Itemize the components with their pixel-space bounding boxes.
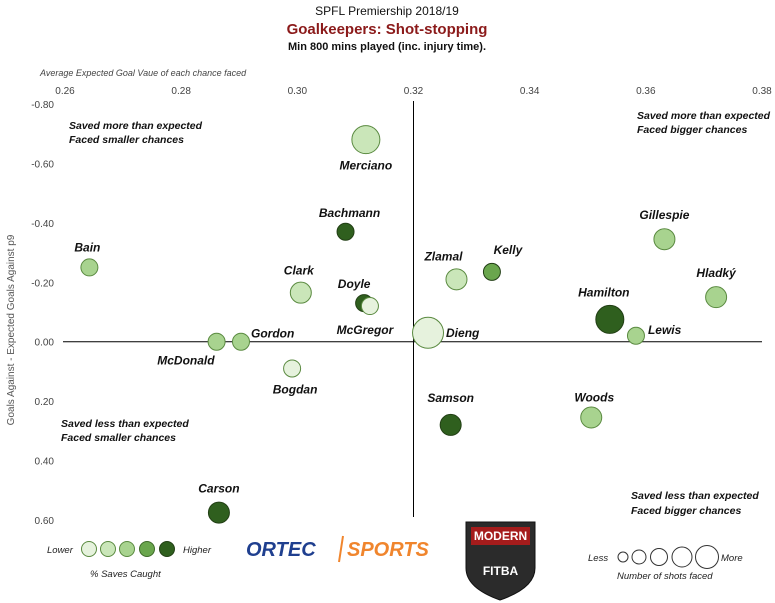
label-clark: Clark [284,264,315,278]
x-tick-label: 0.38 [752,86,772,97]
quadrant-bottom-right-line2: Faced bigger chances [631,505,741,517]
y-tick-label: -0.20 [31,278,54,289]
point-mcgregor [360,297,379,316]
quadrant-bottom-left-line1: Saved less than expected [61,418,189,430]
shots-legend-title: Number of shots faced [617,571,713,582]
ortec-sports-logo: ORTEC SPORTS [246,535,430,563]
reference-lines [63,101,762,517]
y-tick-label: 0.00 [35,338,55,349]
point-hladk [705,286,728,309]
point-dieng [412,316,445,349]
y-tick-label: -0.80 [31,100,54,111]
saves-legend-swatch-5 [159,541,175,557]
point-mcdonald [207,332,226,351]
label-woods: Woods [574,390,614,404]
label-gordon: Gordon [251,327,294,341]
saves-color-legend: Lower Higher % Saves Caught [47,541,212,580]
point-samson [439,413,462,436]
x-tick-label: 0.36 [636,86,656,97]
chart-subtitle: Min 800 mins played (inc. injury time). [288,41,486,53]
modern-fitba-line2: FITBA [483,564,519,578]
saves-legend-swatch-4 [139,541,155,557]
point-gordon [231,332,250,351]
y-axis-label: Goals Against - Expected Goals Against p… [6,234,17,425]
label-zlamal: Zlamal [423,249,463,263]
modern-fitba-logo: MODERN FITBA [465,521,536,601]
label-doyle: Doyle [338,277,371,291]
point-bachmann [336,222,355,241]
point-lewis [626,326,645,345]
y-tick-label: -0.40 [31,219,54,230]
point-woods [580,406,603,429]
quadrant-top-right-line2: Faced bigger chances [637,124,747,136]
label-hladk: Hladký [696,266,737,280]
saves-legend-high: Higher [183,545,212,556]
saves-legend-low: Lower [47,545,74,556]
saves-legend-swatch-2 [100,541,116,557]
x-tick-label: 0.34 [520,86,540,97]
quadrant-top-right-line1: Saved more than expected [637,110,771,122]
label-merciano: Merciano [340,159,393,173]
label-samson: Samson [427,391,474,405]
shots-legend-high: More [721,553,743,564]
label-kelly: Kelly [494,243,524,257]
label-bachmann: Bachmann [319,206,380,220]
shots-legend-size-5 [695,545,719,569]
x-tick-label: 0.32 [404,86,424,97]
shots-size-legend: Less More Number of shots faced [588,545,743,582]
modern-fitba-banner [471,527,530,545]
point-hamilton [595,304,625,334]
point-zlamal [445,268,468,291]
x-tick-label: 0.26 [55,86,75,97]
point-kelly [482,262,501,281]
label-mcdonald: McDonald [157,354,215,368]
x-tick-label: 0.28 [171,86,191,97]
y-tick-label: -0.60 [31,159,54,170]
x-axis-label: Average Expected Goal Vaue of each chanc… [39,68,247,78]
label-carson: Carson [198,482,239,496]
sports-logo-text: SPORTS [347,539,430,561]
point-clark [289,281,312,304]
x-tick-label: 0.30 [288,86,308,97]
label-mcgregor: McGregor [337,323,395,337]
label-gillespie: Gillespie [639,208,689,222]
point-gillespie [653,228,676,251]
y-tick-label: 0.40 [35,457,55,468]
label-bogdan: Bogdan [273,382,318,396]
shots-legend-size-2 [631,549,647,565]
saves-legend-swatch-1 [81,541,97,557]
quadrant-top-left-line1: Saved more than expected [69,120,203,132]
shots-legend-size-1 [617,551,629,563]
chart-title: Goalkeepers: Shot-stopping [287,21,488,38]
shots-legend-size-3 [650,548,668,566]
ortec-logo-divider [338,535,344,563]
label-dieng: Dieng [446,326,480,340]
modern-fitba-line1: MODERN [474,529,527,543]
label-lewis: Lewis [648,323,682,337]
point-bain [80,258,99,277]
saves-legend-title: % Saves Caught [90,569,161,580]
label-hamilton: Hamilton [578,285,629,299]
y-tick-label: 0.60 [35,516,55,527]
saves-legend-swatch-3 [119,541,135,557]
shots-legend-size-4 [671,546,693,568]
quadrant-bottom-left-line2: Faced smaller chances [61,432,176,444]
quadrant-top-left-line2: Faced smaller chances [69,134,184,146]
point-merciano [351,125,381,155]
data-points: Merciano Bachmann Bain Clark Doyle McGregor Zl… [74,125,737,524]
point-carson [207,501,230,524]
label-bain: Bain [74,240,100,254]
shots-legend-low: Less [588,553,608,564]
quadrant-bottom-right-line1: Saved less than expected [631,490,759,502]
point-bogdan [283,359,302,378]
chart-supertitle: SPFL Premiership 2018/19 [315,4,459,18]
axis-ticks: 0.26 0.28 0.30 0.32 0.34 0.36 0.38 -0.80 -0.60 -0… [31,86,772,527]
y-tick-label: 0.20 [35,397,55,408]
ortec-logo-text: ORTEC [246,539,316,561]
